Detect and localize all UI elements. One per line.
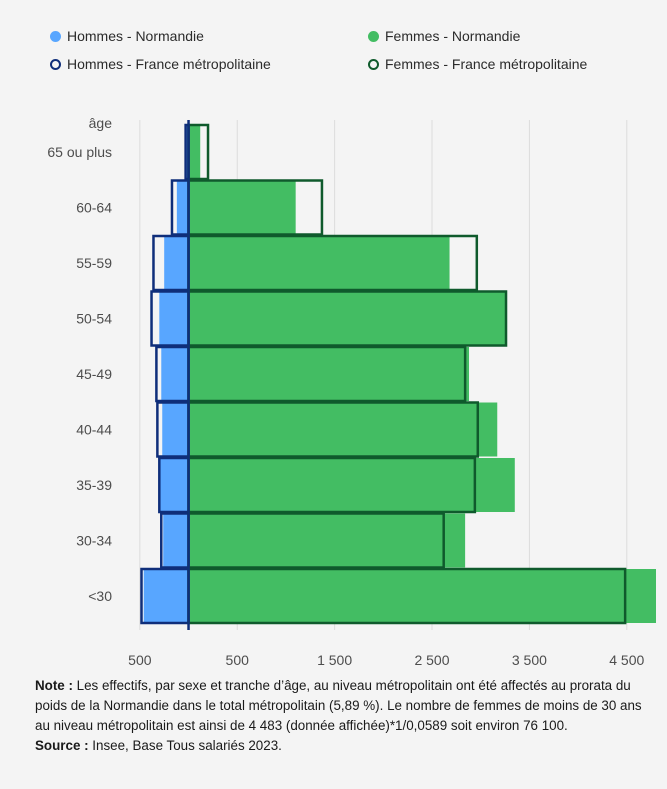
x-tick-label: 4 500	[609, 652, 644, 668]
legend: Hommes - Normandie Femmes - Normandie Ho…	[0, 28, 667, 84]
bar-femmes-normandie	[188, 347, 470, 401]
category-label: 40-44	[76, 422, 112, 438]
category-label: 45-49	[76, 366, 112, 382]
source-paragraph: Source : Insee, Base Tous salariés 2023.	[35, 736, 655, 756]
y-axis-title: âge	[89, 115, 113, 131]
bar-femmes-normandie	[188, 236, 450, 290]
category-label: 60-64	[76, 200, 112, 216]
note-paragraph: Note : Les effectifs, par sexe et tranch…	[35, 676, 655, 736]
bar-hommes-normandie	[164, 236, 189, 290]
legend-label: Hommes - Normandie	[67, 28, 204, 44]
legend-swatch-femmes-normandie	[368, 30, 379, 42]
bar-femmes-normandie	[188, 402, 498, 457]
note-text: Les effectifs, par sexe et tranche d’âge…	[35, 678, 642, 733]
legend-item-femmes-normandie[interactable]: Femmes - Normandie	[368, 28, 520, 44]
legend-label: Femmes - France métropolitaine	[385, 56, 588, 72]
bar-femmes-normandie	[188, 569, 657, 623]
bar-hommes-normandie	[176, 180, 189, 235]
legend-swatch-hommes-france	[50, 58, 61, 70]
bar-hommes-normandie	[159, 291, 189, 346]
legend-swatch-femmes-france	[368, 58, 379, 70]
bar-femmes-normandie	[188, 125, 201, 179]
legend-label: Hommes - France métropolitaine	[67, 56, 271, 72]
x-tick-label: 500	[226, 652, 250, 668]
note-label: Note :	[35, 678, 73, 693]
bar-hommes-normandie	[161, 347, 189, 401]
category-label: 55-59	[76, 255, 112, 271]
bar-femmes-normandie	[188, 513, 466, 568]
legend-swatch-hommes-normandie	[50, 30, 61, 42]
legend-item-femmes-france[interactable]: Femmes - France métropolitaine	[368, 56, 587, 72]
x-tick-label: 500	[128, 652, 152, 668]
category-label: 65 ou plus	[47, 144, 112, 160]
bar-femmes-normandie	[188, 291, 506, 346]
bar-hommes-normandie	[143, 569, 189, 623]
legend-item-hommes-france[interactable]: Hommes - France métropolitaine	[50, 56, 271, 72]
x-tick-label: 1 500	[317, 652, 352, 668]
bar-hommes-normandie	[163, 513, 189, 568]
legend-item-hommes-normandie[interactable]: Hommes - Normandie	[50, 28, 204, 44]
x-tick-label: 3 500	[512, 652, 547, 668]
source-text: Insee, Base Tous salariés 2023.	[88, 738, 282, 753]
source-label: Source :	[35, 738, 89, 753]
x-tick-label: 2 500	[414, 652, 449, 668]
bar-hommes-normandie	[162, 402, 189, 457]
bar-femmes-normandie	[188, 180, 296, 235]
legend-label: Femmes - Normandie	[385, 28, 521, 44]
category-label: 30-34	[76, 533, 112, 549]
pyramid-chart: 65 ou plus 60-64 55-59 50-54 45-49 40-44 35-39…	[47, 115, 657, 668]
category-label: 50-54	[76, 311, 112, 327]
bar-femmes-normandie	[188, 458, 515, 512]
bar-hommes-normandie	[160, 458, 189, 512]
category-label: 35-39	[76, 477, 112, 493]
note-block: Note : Les effectifs, par sexe et tranch…	[35, 676, 655, 756]
category-label: <30	[88, 588, 112, 604]
